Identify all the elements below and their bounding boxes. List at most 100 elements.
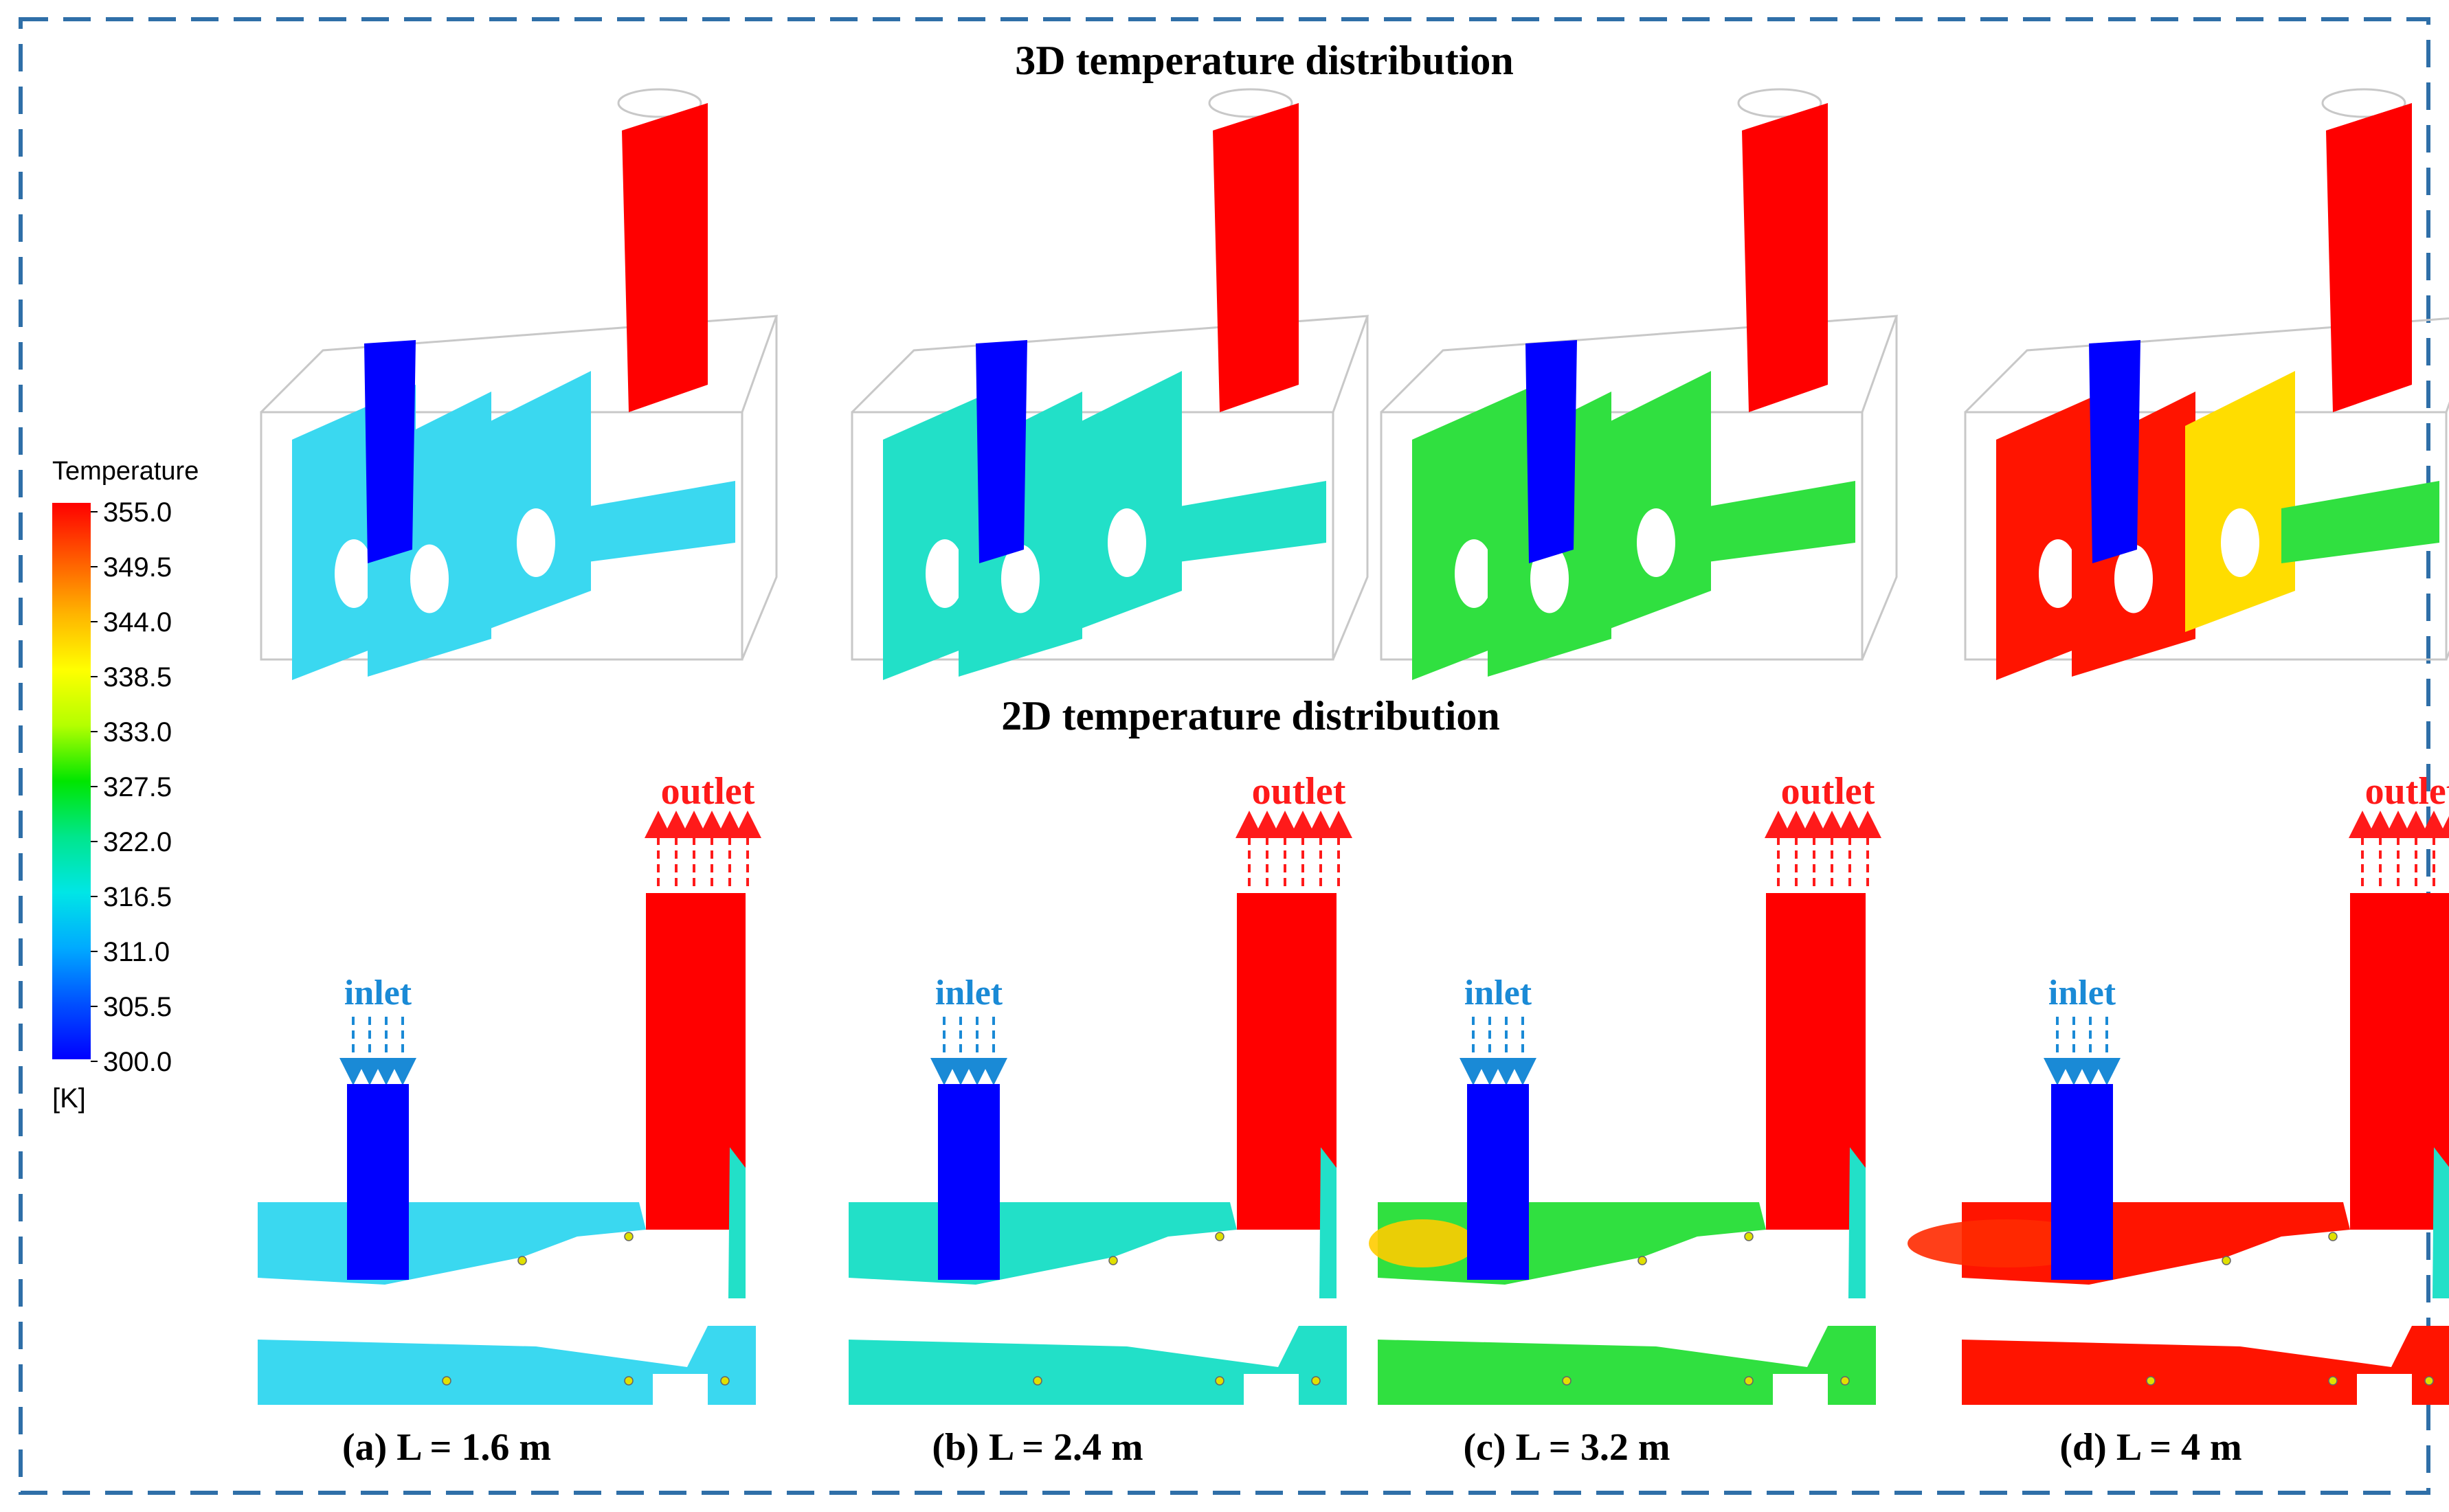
side-baffle-2d xyxy=(1848,1147,1866,1298)
wireframe-back xyxy=(1964,317,2449,660)
panel-b: outlet inlet (b) L = 2.4 m xyxy=(849,88,1369,1469)
panel-length: L = 1.6 m xyxy=(396,1426,551,1469)
colorbar-tick-label: 333.0 xyxy=(103,717,172,747)
inlet-column-2d xyxy=(347,1084,409,1280)
3d-model xyxy=(260,88,779,680)
baffle-hole xyxy=(2114,544,2153,613)
probe-point xyxy=(1215,1232,1224,1241)
probe-point xyxy=(624,1376,634,1386)
inlet-slice-3d xyxy=(1525,340,1577,563)
baffle-hole xyxy=(517,508,555,577)
bottom-channel-3d xyxy=(577,481,735,563)
outlet-column-2d xyxy=(2350,893,2449,1230)
inlet-slice-3d xyxy=(2089,340,2140,563)
probe-point xyxy=(1562,1376,1572,1386)
baffle-hole xyxy=(1455,539,1493,608)
3d-model xyxy=(851,88,1369,680)
colorbar-tick-label: 349.5 xyxy=(103,552,172,583)
colorbar-tick-label: 300.0 xyxy=(103,1047,172,1077)
outlet-cylinder-top xyxy=(617,88,702,118)
baffle-hole xyxy=(410,544,449,613)
outlet-label: outlet xyxy=(2365,770,2449,813)
panel-caption: (b) L = 2.4 m xyxy=(932,1426,1143,1469)
2d-section: outlet inlet xyxy=(258,770,761,1405)
baffle-hole xyxy=(2221,508,2259,577)
panels: outlet inlet (a) L = 1.6 m outlet inlet (b) L… xyxy=(258,88,2449,1469)
channel-gap xyxy=(1244,1374,1299,1405)
2d-section: outlet inlet xyxy=(1908,770,2449,1405)
panel-d: outlet inlet (d) L = 4 m xyxy=(1908,88,2449,1469)
lower-channel-2d xyxy=(849,1326,1347,1405)
colorbar-tick-label: 305.5 xyxy=(103,992,172,1022)
inlet-label: inlet xyxy=(344,973,412,1013)
panel-a: outlet inlet (a) L = 1.6 m xyxy=(258,88,779,1469)
inlet-column-2d xyxy=(938,1084,1000,1280)
channel-gap xyxy=(653,1374,708,1405)
baffle-hole xyxy=(1637,508,1675,577)
probe-point xyxy=(1744,1232,1754,1241)
3d-model xyxy=(1380,88,1899,680)
probe-point xyxy=(1108,1256,1118,1265)
inlet-slice-3d xyxy=(976,340,1027,563)
panel-c: outlet inlet (c) L = 3.2 m xyxy=(1369,88,1899,1469)
probe-point xyxy=(2146,1376,2156,1386)
probe-point xyxy=(1744,1376,1754,1386)
baffle-hole xyxy=(335,539,373,608)
panel-caption: (d) L = 4 m xyxy=(2059,1426,2241,1469)
lower-channel-2d xyxy=(258,1326,756,1405)
panel-caption: (a) L = 1.6 m xyxy=(342,1426,551,1469)
outlet-column-2d xyxy=(1237,893,1337,1230)
panel-length: L = 4 m xyxy=(2116,1426,2242,1469)
wireframe-back xyxy=(851,315,1369,660)
outlet-column-2d xyxy=(1766,893,1866,1230)
baffle-hole xyxy=(2039,539,2077,608)
side-baffle-2d xyxy=(2433,1147,2449,1298)
panel-label: (c) xyxy=(1464,1426,1516,1469)
title-2d: 2D temperature distribution xyxy=(1001,693,1500,738)
outlet-slice-3d xyxy=(622,103,708,412)
probe-point xyxy=(2222,1256,2231,1265)
probe-point xyxy=(1215,1376,1224,1386)
probe-point xyxy=(1311,1376,1321,1386)
wireframe-back xyxy=(1380,315,1899,660)
colorbar-ticks: 355.0 349.5 344.0 338.5 333.0 327.5 322.0 316.5… xyxy=(91,497,172,1077)
colorbar-tick-label: 322.0 xyxy=(103,827,172,857)
chamber-slice-3d xyxy=(1601,371,1711,632)
3d-model xyxy=(1964,88,2449,680)
probe-point xyxy=(2424,1376,2434,1386)
title-3d: 3D temperature distribution xyxy=(1015,38,1514,83)
lower-channel-2d xyxy=(1962,1326,2449,1405)
chamber-slice-3d xyxy=(481,371,591,632)
inlet-label: inlet xyxy=(935,973,1003,1013)
panel-label: (a) xyxy=(342,1426,396,1469)
wireframe-back xyxy=(260,315,779,660)
panel-caption: (c) L = 3.2 m xyxy=(1464,1426,1670,1469)
probe-point xyxy=(442,1376,451,1386)
bottom-channel-3d xyxy=(2281,481,2439,563)
probe-point xyxy=(720,1376,730,1386)
side-baffle-2d xyxy=(728,1147,746,1298)
outlet-column-2d xyxy=(646,893,746,1230)
outlet-label: outlet xyxy=(1781,770,1875,813)
baffle-hole xyxy=(1530,544,1569,613)
colorbar-tick-label: 311.0 xyxy=(103,937,170,967)
channel-gap xyxy=(2357,1374,2412,1405)
upper-chamber-2d xyxy=(849,1202,1237,1285)
colorbar-title: Temperature xyxy=(52,457,199,486)
colorbar-tick-label: 327.5 xyxy=(103,772,172,802)
outlet-label: outlet xyxy=(661,770,755,813)
colorbar-tick-label: 355.0 xyxy=(103,497,172,528)
outlet-cylinder-top xyxy=(1737,88,1822,118)
lower-channel-2d xyxy=(1378,1326,1876,1405)
colorbar-gradient xyxy=(52,503,91,1059)
probe-point xyxy=(624,1232,634,1241)
probe-point xyxy=(1033,1376,1042,1386)
inlet-label: inlet xyxy=(1464,973,1532,1013)
figure-border xyxy=(19,17,2430,1495)
outlet-slice-3d xyxy=(1742,103,1828,412)
panel-length: L = 2.4 m xyxy=(989,1426,1143,1469)
side-baffle-2d xyxy=(1319,1147,1337,1298)
inlet-label: inlet xyxy=(2048,973,2116,1013)
outlet-cylinder-top xyxy=(1208,88,1293,118)
probe-point xyxy=(517,1256,527,1265)
